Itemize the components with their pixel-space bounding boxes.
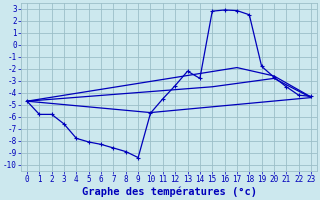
X-axis label: Graphe des températures (°c): Graphe des températures (°c) bbox=[82, 187, 257, 197]
